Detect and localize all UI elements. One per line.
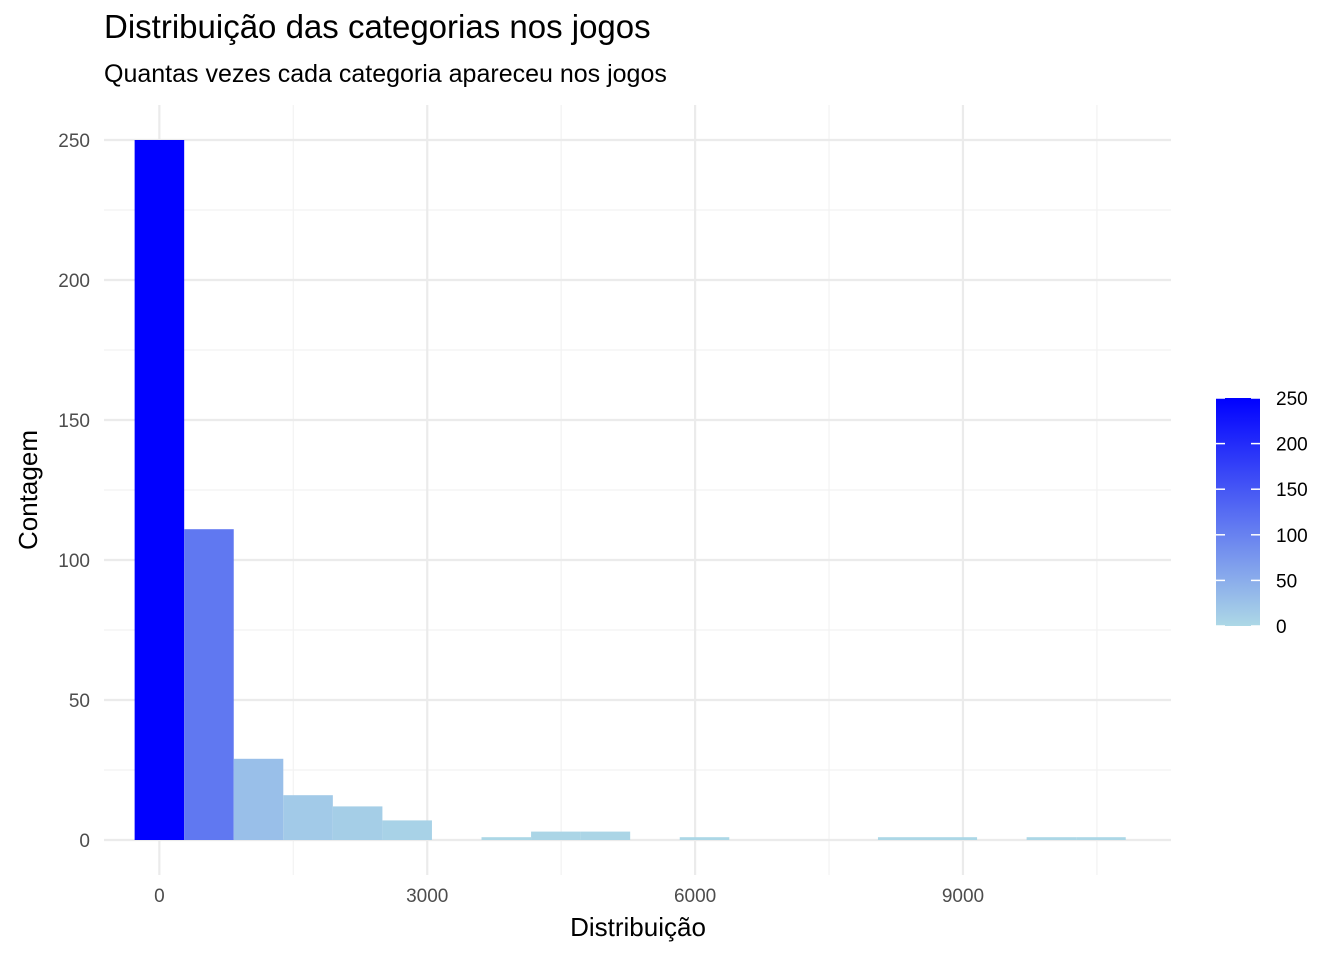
y-tick-label: 150 [58, 411, 90, 432]
y-axis-title: Contagem [13, 430, 43, 550]
y-tick-label: 200 [58, 271, 90, 292]
x-tick-label: 3000 [406, 886, 448, 907]
colorbar-tick-label: 150 [1276, 480, 1308, 501]
y-tick-label: 100 [58, 551, 90, 572]
y-tick-label: 0 [79, 831, 90, 852]
colorbar-tick-label: 0 [1276, 617, 1287, 638]
colorbar-tick-label: 50 [1276, 571, 1297, 592]
chart-title: Distribuição das categorias nos jogos [104, 8, 651, 45]
x-tick-label: 0 [154, 886, 165, 907]
histogram-bar [382, 820, 432, 840]
histogram-bar [531, 831, 581, 840]
histogram-bar [679, 837, 730, 840]
histogram-bar [332, 806, 383, 840]
x-axis-title: Distribuição [570, 912, 706, 942]
x-tick-label: 6000 [674, 886, 716, 907]
colorbar-tick-label: 100 [1276, 526, 1308, 547]
histogram-bar [184, 529, 234, 840]
chart-subtitle: Quantas vezes cada categoria apareceu no… [104, 60, 667, 88]
histogram-bar [877, 837, 928, 840]
x-tick-label: 9000 [942, 886, 984, 907]
color-legend: 0 50 100 150 200 250 [1216, 389, 1308, 638]
bars [134, 140, 1126, 840]
histogram-bar [134, 140, 185, 840]
histogram-bar [1026, 837, 1077, 840]
y-tick-label: 250 [58, 131, 90, 152]
histogram-bar [580, 831, 631, 840]
y-tick-label: 50 [69, 691, 90, 712]
histogram-bar [233, 758, 284, 840]
colorbar-tick-label: 250 [1276, 389, 1308, 410]
axes: 0 3000 6000 9000 0 50 100 150 200 250 [58, 131, 984, 907]
colorbar [1216, 398, 1260, 626]
histogram-bar [1076, 837, 1126, 840]
histogram-bar [927, 837, 978, 840]
histogram-bar [481, 837, 532, 840]
colorbar-tick-label: 200 [1276, 435, 1308, 456]
histogram-bar [283, 795, 333, 840]
